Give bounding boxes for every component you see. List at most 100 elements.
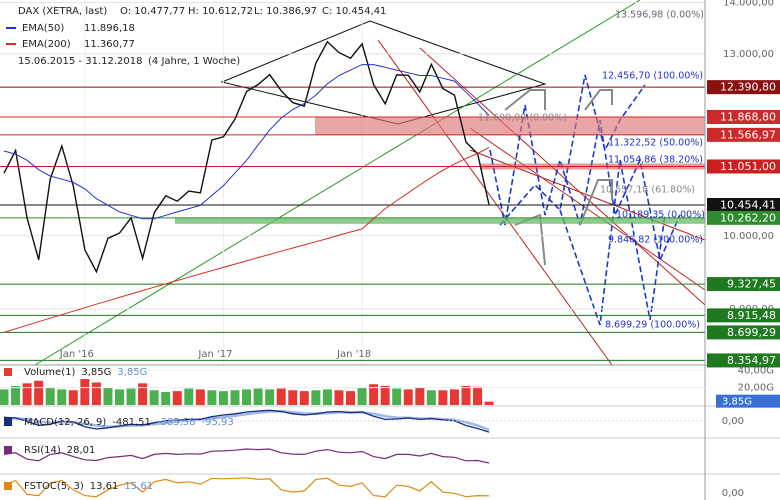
level-label: 10.262,20 (720, 211, 776, 224)
volume-bar (184, 388, 194, 405)
downtrend-line (469, 127, 706, 291)
panel-name: RSI(14) (24, 445, 61, 456)
x-tick-label: Jan '16 (59, 349, 94, 360)
level-label: 11.051,00 (720, 160, 776, 173)
panel-value: -95,93 (202, 417, 234, 428)
diamond-pattern (220, 20, 547, 125)
legend-value: 11.360,77 (84, 39, 135, 50)
level-label: 12.390,80 (720, 81, 776, 94)
volume-bar (103, 387, 113, 405)
volume-bar (45, 387, 55, 405)
volume-bar (403, 389, 413, 405)
legend-label: EMA(50) (22, 23, 64, 34)
volume-bar (438, 390, 448, 405)
scenario-arrow (579, 179, 613, 226)
y-tick-label: 10.000,00 (723, 231, 774, 242)
volume-bar (299, 391, 309, 405)
panel-value: -385,58 (157, 417, 196, 428)
legend-label: EMA(200) (22, 39, 71, 50)
panel-value: -481,51 (112, 417, 151, 428)
panel-name: Volume(1) (24, 367, 75, 378)
level-label: 10.454,41 (720, 198, 776, 211)
series-line (3, 448, 490, 464)
series-line (3, 477, 490, 498)
volume-bar (195, 389, 205, 405)
y-tick-label: 0,00 (722, 488, 744, 499)
volume-bar (415, 387, 425, 405)
series-line (3, 40, 490, 274)
fib-annotation: 11.054,86 (38.20%) (608, 155, 703, 166)
volume-bar (126, 388, 136, 405)
header: DAX (XETRA, last) O: 10.477,77 H: 10.612… (18, 6, 386, 67)
level-label: 11.868,80 (720, 110, 776, 123)
panel-swatch (4, 368, 12, 376)
panel-value: 3,85G (117, 367, 147, 378)
level-label-box (707, 353, 780, 368)
level-label-box (707, 80, 780, 95)
series-line (3, 146, 490, 333)
level-label-box (707, 109, 780, 124)
panel-swatch (4, 418, 12, 426)
volume-bar (484, 401, 494, 405)
date-range: 15.06.2015 - 31.12.2018 (18, 56, 142, 67)
volume-bar (380, 385, 390, 405)
volume-last-label: 3,85G (722, 397, 752, 408)
ohlc: C: 10.454,41 (322, 6, 386, 17)
volume-bar (334, 390, 344, 405)
level-label: 8.354,97 (727, 354, 776, 367)
y-tick-label: 40,00G (738, 365, 774, 376)
fib-annotation: 8.699,29 (100.00%) (605, 320, 700, 331)
level-label: 9.327,45 (727, 278, 776, 291)
scenario-arrow (504, 89, 546, 111)
chart-title: DAX (XETRA, last) (18, 6, 107, 17)
level-label: 11.566,97 (720, 128, 776, 141)
y-tick-label: 13.000,00 (723, 49, 774, 60)
panel-value: 13,61 (90, 481, 119, 492)
resistance-zone (315, 116, 705, 135)
ohlc: L: 10.386,97 (254, 6, 317, 17)
volume-bar (288, 390, 298, 405)
volume-bar (218, 391, 228, 405)
fib-annotation: 9.846,82 (100.00%) (608, 235, 703, 246)
series-line (3, 409, 490, 433)
level-label-box (707, 127, 780, 142)
fib-annotation: 11.690,00 (0.00%) (478, 113, 567, 124)
downtrend-line (377, 39, 613, 366)
volume-bar (68, 390, 78, 405)
volume-bar (322, 389, 332, 405)
level-label-box (707, 210, 780, 225)
volume-bar (0, 389, 9, 405)
panel-swatch (4, 446, 12, 454)
panel-value: 3,85G (81, 367, 111, 378)
level-label-box (707, 308, 780, 323)
volume-bar (253, 388, 263, 405)
fib-annotation: 11.322,52 (50.00%) (608, 138, 703, 149)
level-label: 8.699,29 (727, 326, 776, 339)
panel-value: 28,01 (67, 445, 96, 456)
fib-annotation: 12.456,70 (100.00%) (602, 71, 703, 82)
volume-bar (91, 382, 101, 405)
fib-annotation: 10.557,18 (61.80%) (600, 185, 695, 196)
volume-bar (80, 379, 90, 405)
volume-bar (461, 385, 471, 405)
volume-bar (161, 392, 171, 405)
volume-bar (276, 388, 286, 405)
volume-bar (115, 389, 124, 405)
level-label-box (707, 197, 780, 212)
x-tick-label: Jan '17 (197, 349, 232, 360)
volume-label-box (716, 394, 780, 408)
volume-bar (369, 384, 379, 405)
volume-bar (57, 389, 67, 405)
y-tick-label: 0,00 (722, 416, 744, 427)
panel-name: FSTOC(5, 3) (24, 481, 84, 492)
volume-bar (34, 380, 44, 405)
ohlc: O: 10.477,77 (120, 6, 185, 17)
volume-bar (265, 389, 275, 405)
volume-bar (22, 383, 32, 405)
fib-annotation: 13.596,98 (0.00%) (615, 10, 704, 21)
volume-bar (207, 390, 217, 405)
y-tick-label: 14.000,00 (723, 0, 774, 8)
x-tick-label: Jan '18 (336, 349, 371, 360)
y-tick-label: 20,00G (738, 383, 774, 394)
